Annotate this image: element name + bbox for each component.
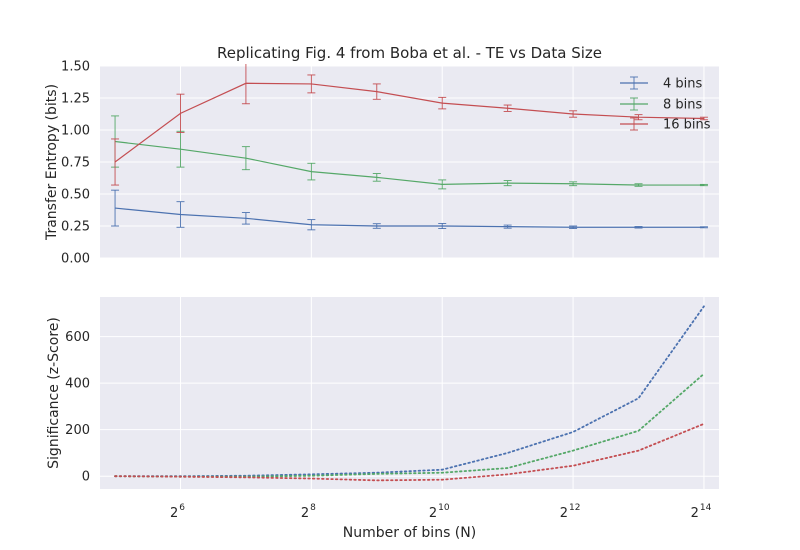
series-line-16-bins — [114, 82, 704, 163]
top-y-tick-label: 0.00 — [61, 252, 90, 267]
bottom-y-tick-label: 400 — [65, 377, 90, 392]
zscore-line-2 — [114, 422, 705, 482]
chart-title: Replicating Fig. 4 from Boba et al. - TE… — [217, 44, 602, 62]
top-y-tick-label: 1.50 — [61, 60, 90, 75]
series-line-8-bins — [114, 140, 704, 186]
x-tick-label: 26 — [170, 503, 185, 521]
bottom-plot: 0 200 400 600 26 28 210 212 214 — [65, 297, 719, 521]
bottom-plot-area — [100, 297, 719, 489]
bottom-y-tick-label: 200 — [65, 423, 90, 438]
legend-label: 16 bins — [663, 118, 711, 133]
x-tick-label: 212 — [560, 503, 581, 521]
legend-label: 8 bins — [663, 98, 703, 113]
x-tick-label: 28 — [301, 503, 316, 521]
x-tick-label: 214 — [691, 503, 712, 521]
top-y-tick-label: 0.25 — [61, 220, 90, 235]
bottom-y-axis-label: Significance (z-Score) — [46, 317, 62, 469]
bottom-y-tick-label: 600 — [65, 330, 90, 345]
legend-label: 4 bins — [663, 77, 703, 92]
top-y-tick-label: 1.00 — [61, 124, 90, 139]
series-line-4-bins — [114, 207, 704, 228]
x-axis-label: Number of bins (N) — [343, 525, 476, 541]
x-tick-label: 210 — [429, 503, 450, 521]
top-y-tick-label: 0.50 — [61, 188, 90, 203]
top-y-axis-label: Transfer Entropy (bits) — [44, 84, 60, 241]
top-y-tick-label: 0.75 — [61, 156, 90, 171]
top-y-tick-label: 1.25 — [61, 92, 90, 107]
bottom-y-tick-label: 0 — [82, 470, 90, 485]
legend: 4 bins 8 bins 16 bins — [620, 77, 711, 133]
top-plot: 0.00 0.25 0.50 0.75 1.00 1.25 1.50 — [61, 60, 719, 267]
